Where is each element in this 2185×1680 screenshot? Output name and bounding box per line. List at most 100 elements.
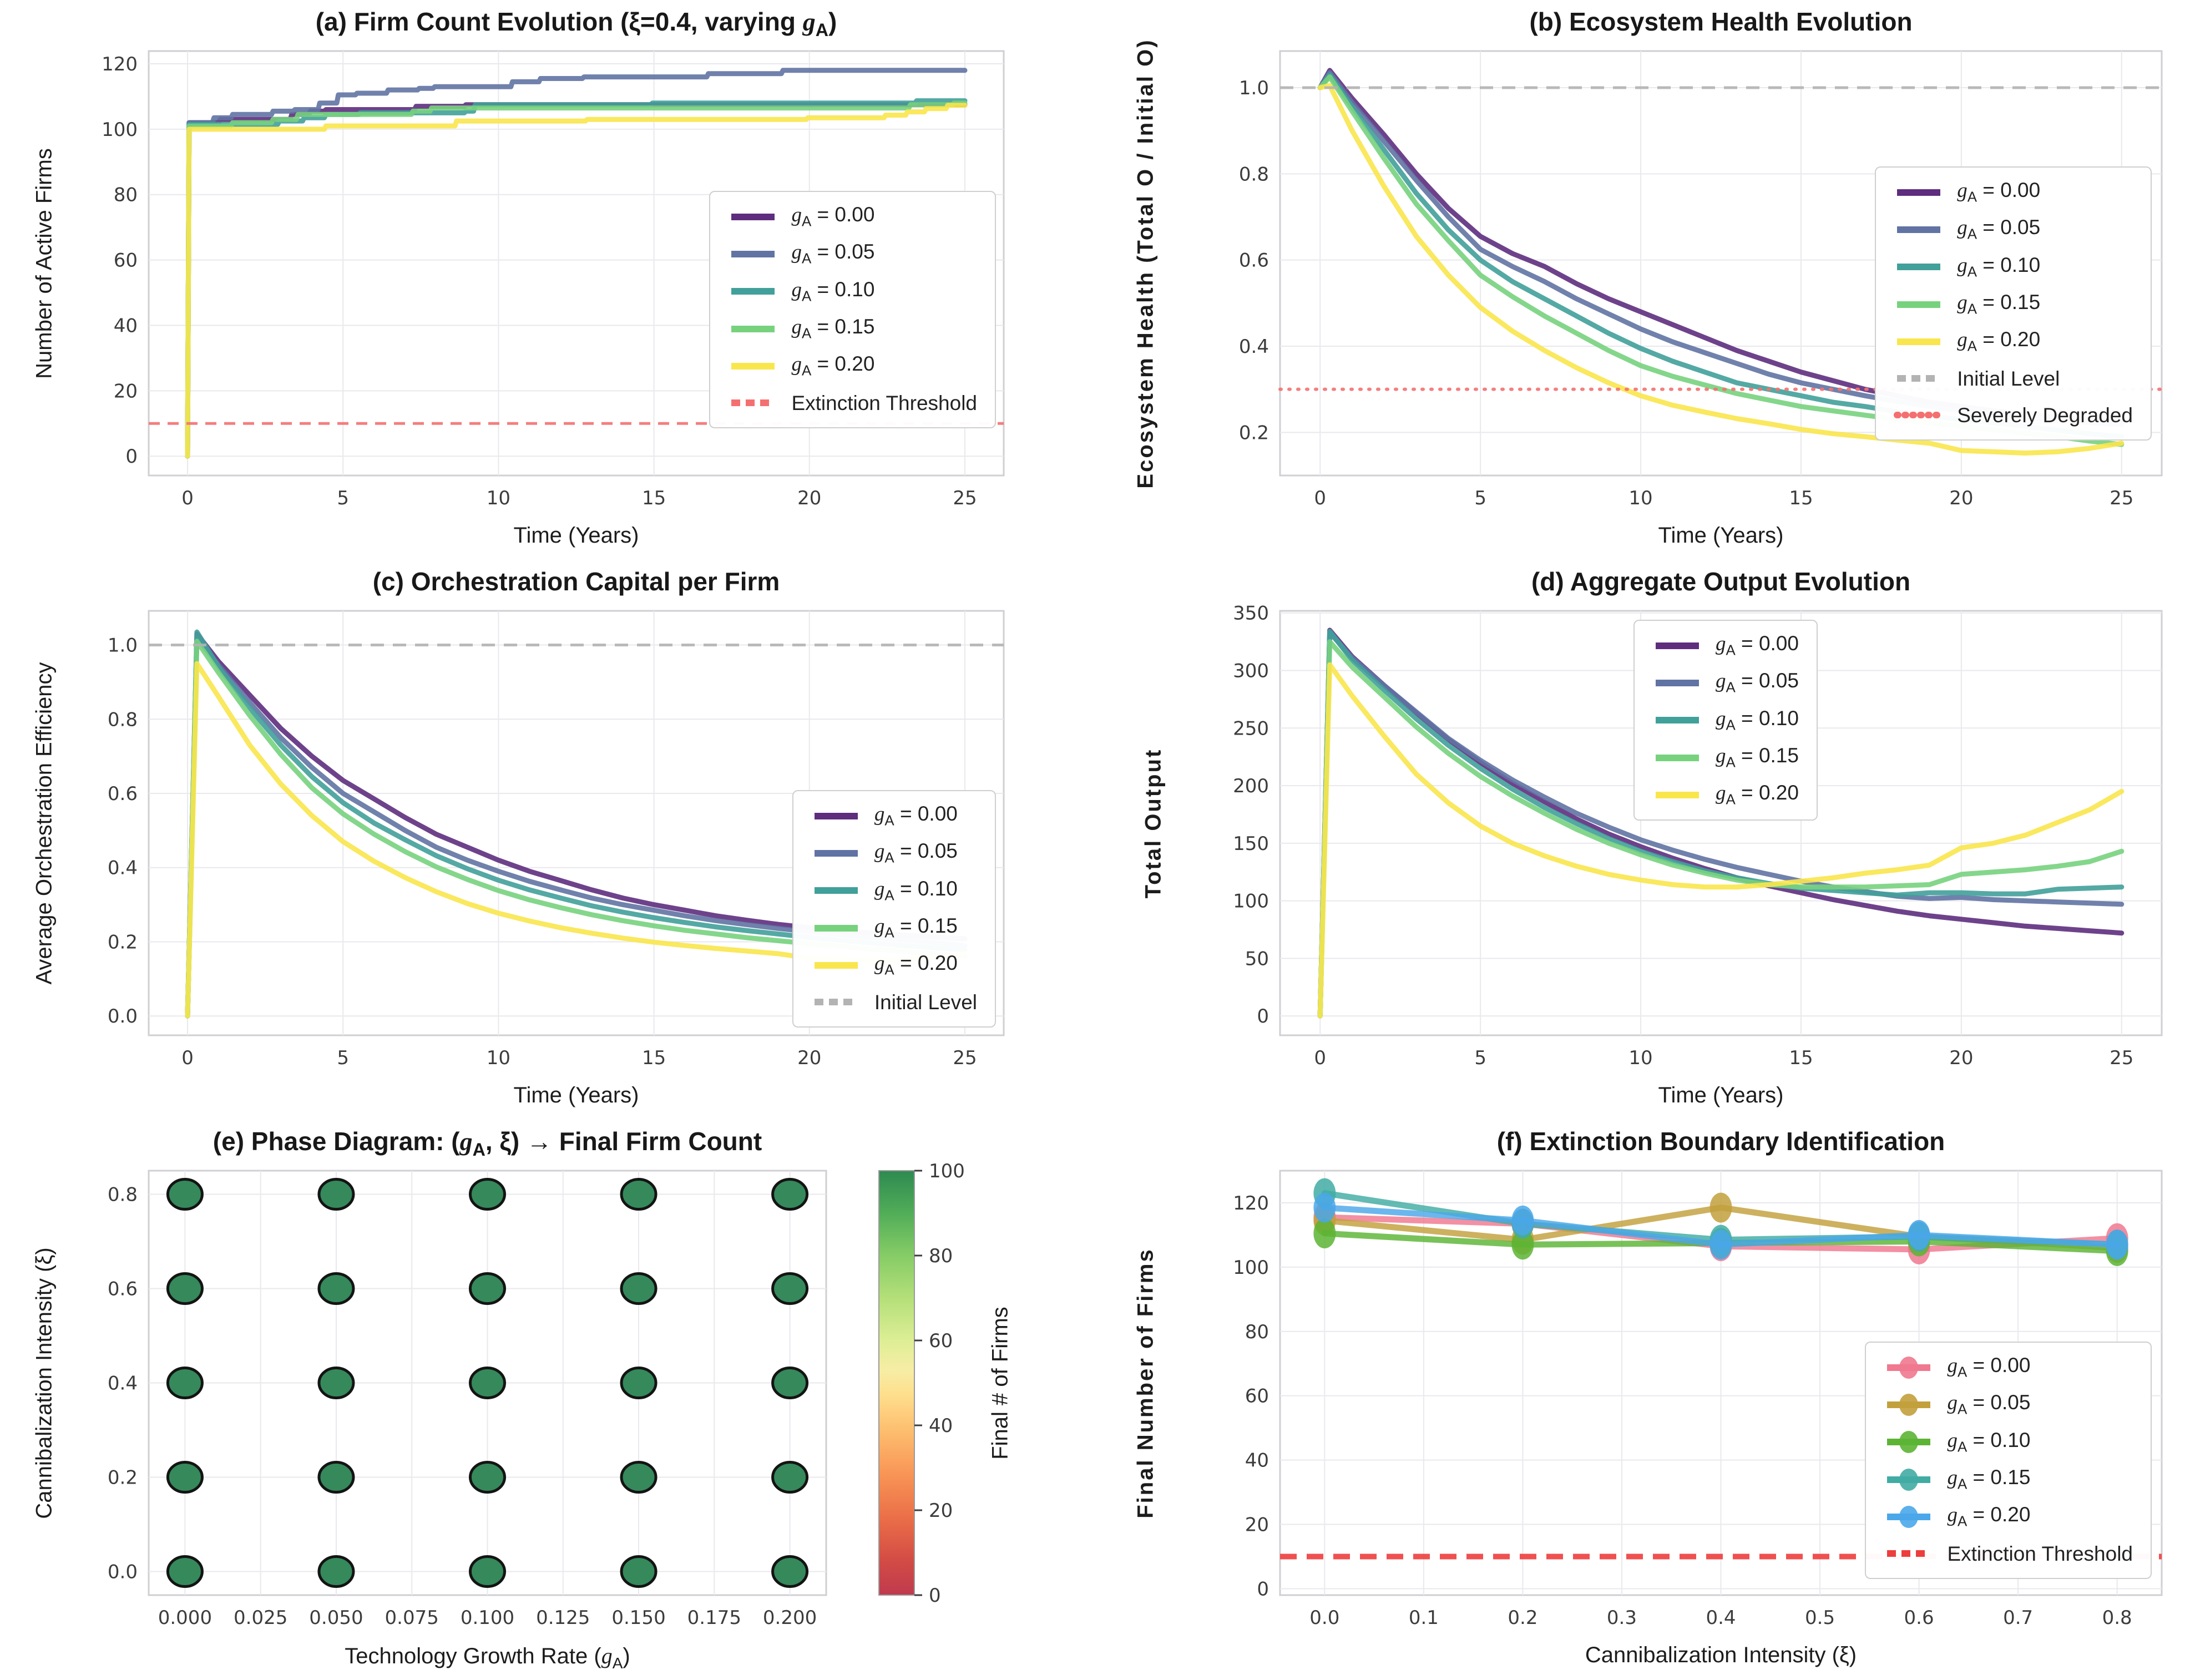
x-tick-label: 0.0 — [1309, 1607, 1339, 1629]
y-tick-label: 0.4 — [1239, 336, 1269, 358]
legend-entry: gA = 0.05 — [728, 241, 977, 266]
legend-swatch — [1656, 791, 1699, 798]
data-point-marker — [1313, 1218, 1336, 1249]
legend-entry: gA = 0.00 — [1884, 1355, 2133, 1380]
legend-entry: gA = 0.10 — [1894, 253, 2133, 280]
x-tick-label: 10 — [487, 487, 510, 509]
panel-f-x-axis-label: Cannibalization Intensity (ξ) — [1585, 1643, 1857, 1667]
x-tick-label: 10 — [1628, 1047, 1652, 1069]
legend-entry: gA = 0.10 — [728, 279, 977, 304]
phase-point — [469, 1555, 506, 1588]
legend-swatch — [1656, 679, 1699, 686]
panel-aggregate-output: (d) Aggregate Output Evolution Total Out… — [1092, 560, 2185, 1120]
legend-entry: gA = 0.05 — [811, 841, 977, 866]
phase-point — [317, 1178, 355, 1211]
legend-label: gA = 0.15 — [791, 315, 875, 342]
data-point-marker — [1511, 1229, 1534, 1260]
legend-label: Initial Level — [874, 990, 977, 1014]
panel-b-x-axis-label: Time (Years) — [1658, 523, 1784, 548]
legend-entry: gA = 0.20 — [811, 953, 977, 978]
phase-point — [469, 1461, 506, 1494]
x-tick-label: 15 — [1789, 1047, 1813, 1069]
panel-c-title: (c) Orchestration Capital per Firm — [372, 567, 780, 596]
phase-point — [620, 1367, 657, 1399]
x-tick-label: 5 — [337, 487, 349, 509]
y-tick-label: 100 — [102, 119, 138, 141]
legend-label: gA = 0.00 — [874, 802, 958, 829]
legend-label: Severely Degraded — [1957, 403, 2133, 427]
x-tick-label: 5 — [337, 1047, 349, 1069]
panel-e-x-axis-label: Technology Growth Rate (gA) — [345, 1643, 630, 1672]
legend-label: Extinction Threshold — [1947, 1542, 2133, 1565]
legend-label: gA = 0.10 — [874, 877, 958, 903]
y-tick-label: 350 — [1233, 603, 1269, 625]
legend-swatch — [1897, 338, 1941, 345]
legend-label: gA = 0.00 — [1957, 179, 2041, 205]
legend-label: gA = 0.20 — [1957, 328, 2041, 355]
y-tick-label: 200 — [1233, 775, 1269, 797]
y-tick-label: 300 — [1233, 660, 1269, 682]
phase-point — [469, 1178, 506, 1211]
legend-label: Initial Level — [1957, 367, 2060, 390]
y-tick-label: 0 — [125, 446, 138, 468]
x-tick-label: 0 — [181, 487, 194, 509]
y-tick-label: 60 — [114, 250, 138, 272]
colorbar-tick-label: 100 — [929, 1160, 965, 1182]
panel-b-title: (b) Ecosystem Health Evolution — [1529, 7, 1913, 36]
x-tick-label: 5 — [1474, 487, 1486, 509]
legend-label: gA = 0.10 — [1957, 253, 2041, 280]
y-tick-label: 40 — [1245, 1450, 1269, 1472]
data-point-marker — [1313, 1192, 1336, 1223]
x-tick-label: 0 — [1314, 487, 1326, 509]
y-tick-label: 0.6 — [1239, 250, 1269, 272]
legend-label: gA = 0.00 — [791, 203, 875, 230]
x-tick-label: 0.8 — [2102, 1607, 2132, 1629]
y-tick-label: 100 — [1233, 890, 1269, 913]
legend-entry: gA = 0.05 — [1884, 1392, 2133, 1417]
panel-c-x-axis-label: Time (Years) — [513, 1083, 639, 1107]
legend-label: gA = 0.05 — [1947, 1391, 2031, 1418]
y-tick-label: 0.2 — [108, 931, 138, 953]
legend-label: gA = 0.20 — [874, 952, 958, 978]
legend-entry: gA = 0.15 — [1652, 745, 1799, 770]
y-tick-label: 0.0 — [108, 1561, 138, 1583]
x-tick-label: 0.125 — [536, 1607, 590, 1629]
legend-swatch — [1897, 301, 1941, 308]
colorbar-label: Final # of Firms — [988, 1306, 1013, 1460]
panel-orchestration-capital: (c) Orchestration Capital per Firm Avera… — [0, 560, 1092, 1120]
phase-point — [166, 1178, 204, 1211]
legend-swatch — [1656, 717, 1699, 724]
y-tick-label: 0.2 — [1239, 422, 1269, 444]
legend-swatch — [1887, 1431, 1931, 1454]
x-tick-label: 0.5 — [1805, 1607, 1835, 1629]
panel-a-legend: gA = 0.00 gA = 0.05 gA = 0.10 gA = 0.15 gA =… — [709, 191, 996, 429]
x-tick-label: 0.075 — [385, 1607, 439, 1629]
phase-point — [166, 1555, 204, 1588]
legend-swatch — [731, 325, 775, 332]
legend-swatch — [1894, 412, 1944, 419]
panel-d-x-axis-label: Time (Years) — [1658, 1083, 1784, 1107]
legend-entry: gA = 0.00 — [1652, 633, 1799, 658]
data-series-line — [185, 103, 968, 459]
phase-point — [166, 1367, 204, 1399]
y-tick-label: 1.0 — [108, 635, 138, 657]
legend-swatch — [731, 288, 775, 295]
legend-entry: gA = 0.00 — [728, 204, 977, 229]
y-tick-label: 50 — [1245, 948, 1269, 970]
y-tick-label: 150 — [1233, 833, 1269, 855]
legend-entry: gA = 0.00 — [1894, 180, 2133, 205]
phase-point — [620, 1461, 657, 1494]
x-tick-label: 0.200 — [763, 1607, 817, 1629]
x-tick-label: 0.6 — [1904, 1607, 1934, 1629]
y-tick-label: 0.4 — [108, 1373, 138, 1395]
legend-swatch — [814, 887, 858, 894]
x-tick-label: 25 — [953, 1047, 977, 1069]
legend-entry: Initial Level — [1894, 366, 2133, 391]
panel-f-legend: gA = 0.00 gA = 0.05 gA = 0.10 gA = 0.15 gA =… — [1865, 1342, 2152, 1580]
panel-e-title: (e) Phase Diagram: (gA, ξ) → Final Firm … — [213, 1127, 762, 1160]
legend-label: gA = 0.00 — [1947, 1354, 2031, 1380]
y-tick-label: 0 — [1257, 1578, 1269, 1600]
y-tick-label: 120 — [1233, 1192, 1269, 1215]
y-tick-label: 0.8 — [108, 709, 138, 731]
x-tick-label: 20 — [797, 1047, 821, 1069]
